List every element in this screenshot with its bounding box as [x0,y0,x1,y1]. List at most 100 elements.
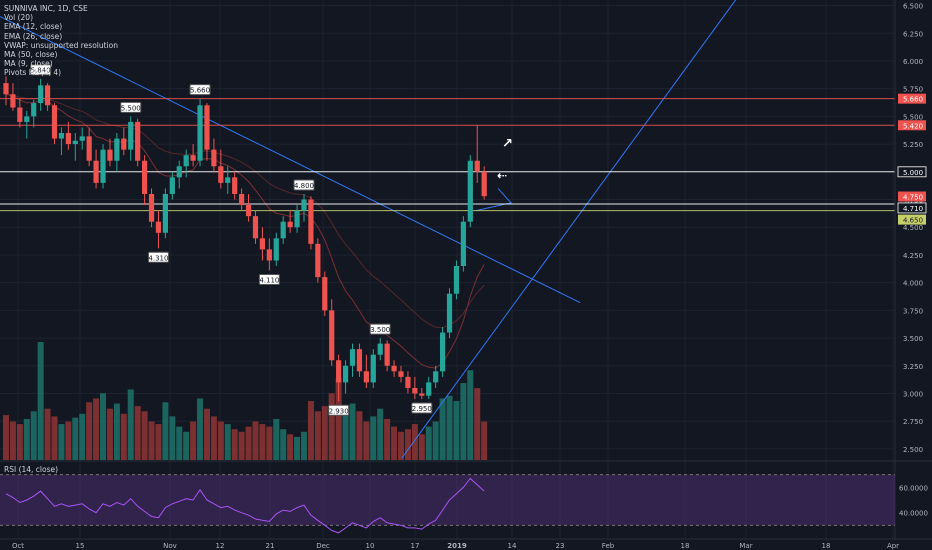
pivot-label-text: 4.310 [148,254,168,262]
arrow-left-icon: ⇠ [497,169,507,183]
volume-bar [134,406,141,460]
price-tag [898,120,926,131]
candle-body [10,94,16,108]
volume-bar [197,398,204,460]
rsi-band [0,474,895,526]
volume-bar [58,424,65,460]
x-tick-label: Apr [887,542,899,550]
volume-bar [432,421,439,460]
volume-bar [342,408,349,460]
pivot-label-box [411,402,433,414]
volume-bar [404,429,411,460]
volume-bar [100,393,107,460]
candle-body [467,160,473,222]
volume-bar [106,408,113,460]
volume-bar [245,426,252,460]
candle-body [135,121,141,161]
volume-bar [238,431,245,460]
volume-bar [155,424,162,460]
candle-body [446,293,453,333]
candle-body [391,365,397,372]
ema26-line [5,93,485,329]
candle-body [86,136,92,161]
candle-body [384,343,390,366]
volume-bar [30,411,37,460]
candle-body [322,277,328,311]
volume-bar [37,342,44,460]
x-tick-label: Oct [12,542,24,550]
candle-body [162,193,168,233]
x-tick-label: Nov [163,542,177,550]
candle-body [329,310,335,361]
y-tick-label: 4.000 [903,280,923,288]
pivot-label: 5.840 [30,64,52,76]
volume-bar [23,418,30,460]
candle-body [287,221,293,228]
y-tick-label: 5.750 [903,86,923,94]
candle-body [405,376,411,388]
candle-body [315,243,321,278]
volume-bar [127,389,134,460]
volume-bar [183,431,190,460]
candle-body [252,216,259,239]
x-tick-label: 18 [822,542,831,550]
arrow-up-icon: ↗ [502,136,513,151]
pivot-label: 2.950 [411,402,433,414]
x-tick-label: 23 [556,542,565,550]
volume-bar [120,413,127,460]
volume-bar [162,402,169,460]
volume-bar [224,424,231,460]
candle-body [232,177,238,194]
wedge-line [475,188,512,212]
volume-bar [9,421,16,460]
candle-body [370,354,376,383]
volume-bar [148,421,155,460]
candle-body [142,160,148,194]
price-tag-label: 5.000 [903,169,923,177]
volume-bar [3,415,9,460]
volume-bar [446,395,453,460]
pivot-label-box [120,101,142,113]
downtrend-line [0,16,581,304]
candle-body [79,136,85,141]
volume-bar [190,421,197,460]
price-tag [898,191,926,202]
rsi-tick-label: 40.0000 [899,510,928,518]
pivot-label-box [369,323,391,335]
candle-body [169,177,175,194]
candle-body [176,166,182,178]
x-tick-label: 12 [216,542,225,550]
candle-body [128,121,134,150]
price-tag-label: 4.710 [903,205,923,213]
volume-bar [328,393,335,460]
y-tick-label: 5.500 [903,113,923,121]
candle-body [294,210,300,228]
x-tick-label: 15 [76,542,85,550]
legend-vwap: VWAP: unsupported resolution [4,40,118,50]
candle-body [93,160,99,183]
price-tag [898,93,926,104]
volume-bar [79,413,86,460]
x-tick-label: 21 [266,542,275,550]
pivot-label: 4.800 [293,179,315,191]
volume-bar [377,408,384,460]
volume-bar [370,416,377,460]
volume-bar [335,377,342,460]
candle-body [453,266,460,294]
x-tick-label: Dec [316,542,330,550]
candle-body [17,107,23,122]
legend-ma50: MA (50, close) [4,50,58,60]
volume-bar [349,403,356,460]
candle-body [197,105,203,161]
volume-bar [176,426,183,460]
volume-bar [474,388,481,460]
y-tick-label: 3.750 [903,307,923,315]
candle-body [356,349,363,372]
volume-bar [398,431,405,460]
volume-bar [307,401,314,460]
pivot-label: 5.500 [120,101,142,113]
price-tag-label: 5.660 [903,96,923,104]
candle-body [218,166,224,183]
